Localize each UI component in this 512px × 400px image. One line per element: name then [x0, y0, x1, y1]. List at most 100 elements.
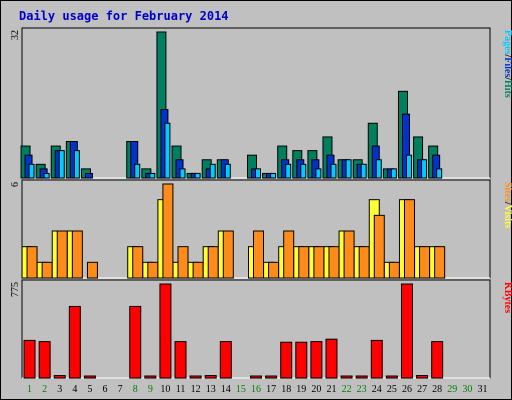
bar-sites-day-21 — [328, 246, 340, 279]
bar-kbytes-day-9 — [144, 375, 157, 379]
day-label-8: 8 — [133, 384, 138, 395]
bar-pages-day-11 — [179, 168, 186, 179]
bar-sites-day-22 — [343, 230, 355, 279]
day-label-2: 2 — [42, 384, 47, 395]
bar-pages-day-18 — [285, 163, 292, 179]
bar-kbytes-day-26 — [400, 283, 413, 379]
day-label-19: 19 — [296, 384, 306, 395]
day-label-6: 6 — [103, 384, 108, 395]
bar-pages-day-20 — [315, 168, 322, 179]
bar-pages-day-26 — [405, 154, 412, 179]
legend-pages: Pages — [502, 30, 512, 55]
bar-sites-day-25 — [388, 261, 400, 279]
bar-kbytes-day-16 — [250, 375, 262, 379]
day-label-7: 7 — [118, 384, 123, 395]
panel-0-ymax-label: 32 — [10, 30, 21, 40]
bar-pages-day-23 — [360, 163, 367, 179]
panel-0-legend: Pages/Files/Hits — [502, 30, 512, 98]
bar-sites-day-4 — [71, 230, 83, 279]
bar-sites-day-5 — [86, 261, 98, 279]
bar-sites-day-18 — [283, 230, 295, 279]
bar-sites-day-13 — [207, 246, 219, 279]
bar-kbytes-day-25 — [385, 375, 398, 379]
bar-pages-day-21 — [330, 163, 337, 179]
bar-kbytes-day-21 — [325, 338, 338, 379]
day-label-20: 20 — [311, 384, 321, 395]
bar-pages-day-12 — [194, 172, 201, 179]
bar-kbytes-day-4 — [68, 305, 81, 379]
bar-kbytes-day-20 — [310, 341, 323, 379]
bar-pages-day-10 — [164, 122, 171, 179]
bar-kbytes-day-14 — [219, 341, 232, 379]
bar-sites-day-27 — [419, 246, 431, 279]
day-label-21: 21 — [326, 384, 336, 395]
panel-1-legend: Sites/Visits — [502, 182, 512, 228]
day-label-5: 5 — [87, 384, 92, 395]
bar-sites-day-17 — [268, 261, 280, 279]
bar-pages-day-28 — [436, 168, 443, 179]
day-label-10: 10 — [160, 384, 170, 395]
bar-kbytes-day-24 — [370, 339, 383, 379]
day-label-12: 12 — [191, 384, 201, 395]
day-label-13: 13 — [206, 384, 216, 395]
bar-sites-day-28 — [434, 246, 446, 279]
bar-pages-day-19 — [300, 163, 307, 179]
day-label-30: 30 — [462, 384, 472, 395]
bar-sites-day-16 — [253, 230, 264, 279]
day-label-4: 4 — [72, 384, 77, 395]
bar-pages-day-9 — [149, 172, 156, 179]
day-label-9: 9 — [148, 384, 153, 395]
bar-sites-day-8 — [132, 246, 144, 279]
bar-kbytes-day-17 — [265, 375, 278, 379]
day-label-3: 3 — [57, 384, 62, 395]
bar-pages-day-8 — [134, 163, 141, 179]
bar-kbytes-day-2 — [38, 341, 51, 379]
legend-separator: / — [502, 201, 512, 205]
day-label-28: 28 — [432, 384, 442, 395]
bar-pages-day-24 — [375, 159, 382, 179]
bar-kbytes-day-12 — [189, 375, 202, 379]
day-label-14: 14 — [221, 384, 231, 395]
day-label-22: 22 — [342, 384, 352, 395]
bar-kbytes-day-19 — [295, 341, 308, 379]
bar-sites-day-23 — [358, 246, 370, 279]
legend-kbytes: KBytes — [502, 282, 512, 313]
bar-kbytes-day-10 — [159, 283, 172, 379]
day-label-31: 31 — [477, 384, 487, 395]
day-label-17: 17 — [266, 384, 276, 395]
bar-pages-day-27 — [421, 159, 428, 179]
bar-sites-day-12 — [192, 261, 204, 279]
day-label-1: 1 — [27, 384, 32, 395]
bar-kbytes-day-11 — [174, 341, 187, 379]
bar-pages-day-14 — [224, 163, 231, 179]
bar-kbytes-day-27 — [416, 375, 429, 379]
panel-0-border — [21, 27, 491, 179]
bar-pages-day-13 — [209, 163, 216, 179]
bar-kbytes-day-5 — [83, 375, 96, 379]
bar-sites-day-20 — [313, 246, 325, 279]
day-label-29: 29 — [447, 384, 457, 395]
bar-kbytes-day-8 — [129, 305, 142, 379]
legend-files: Files — [502, 57, 512, 77]
bar-kbytes-day-1 — [23, 339, 36, 379]
day-label-23: 23 — [357, 384, 367, 395]
panel-1-ymax-label: 6 — [10, 182, 21, 187]
bar-kbytes-day-23 — [355, 375, 368, 379]
legend-separator: / — [502, 76, 512, 80]
bar-files-day-5 — [84, 172, 93, 179]
bar-pages-day-17 — [270, 172, 277, 179]
day-label-16: 16 — [251, 384, 261, 395]
bar-sites-day-14 — [222, 230, 234, 279]
bar-pages-day-16 — [255, 168, 261, 179]
day-label-25: 25 — [387, 384, 397, 395]
bar-kbytes-day-3 — [53, 375, 66, 379]
bar-sites-day-19 — [298, 246, 310, 279]
day-label-24: 24 — [372, 384, 382, 395]
bar-sites-day-3 — [56, 230, 68, 279]
bar-sites-day-2 — [41, 261, 53, 279]
bar-pages-day-4 — [73, 150, 80, 179]
bar-sites-day-10 — [162, 183, 174, 279]
bar-kbytes-day-18 — [280, 341, 293, 379]
panel-2-border — [21, 279, 491, 379]
